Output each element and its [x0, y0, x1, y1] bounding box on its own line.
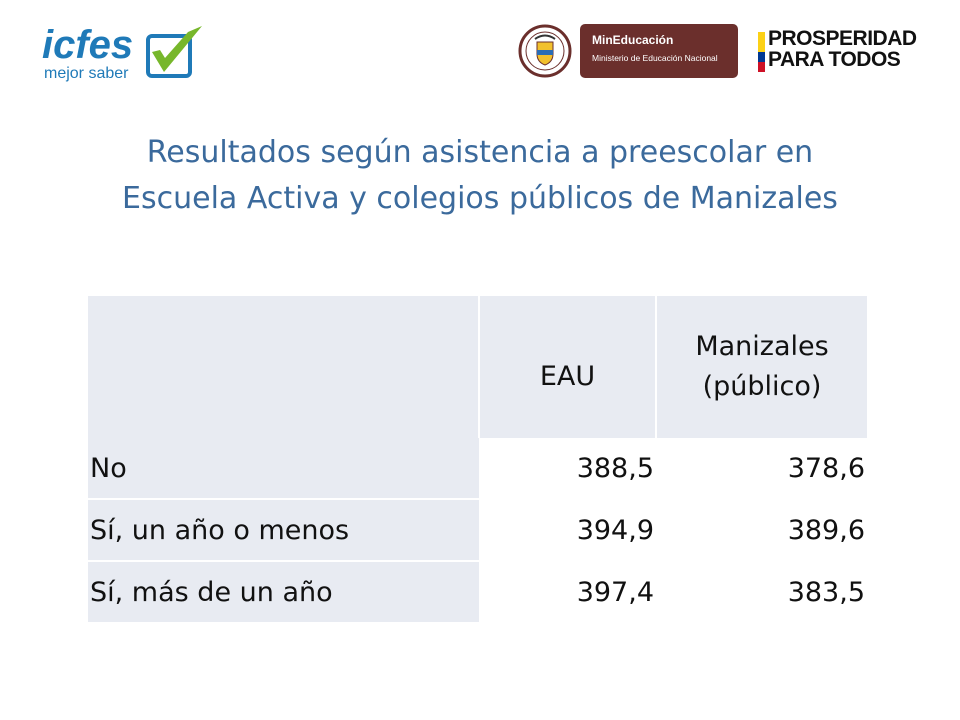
title-line-1: Resultados según asistencia a preescolar… — [146, 135, 814, 170]
prosperidad-line1: PROSPERIDAD — [768, 27, 917, 50]
mineducacion-logo: MinEducación Ministerio de Educación Nac… — [580, 24, 738, 78]
table-header-row: EAU Manizales (público) — [88, 296, 867, 438]
cell-manizales: 383,5 — [787, 576, 865, 608]
icfes-checkmark-icon — [152, 26, 202, 72]
header-empty-cell — [88, 296, 480, 438]
cell-eau: 394,9 — [576, 514, 654, 546]
slide-title: Resultados según asistencia a preescolar… — [0, 130, 960, 222]
cell-eau: 388,5 — [576, 453, 654, 484]
cell-eau: 397,4 — [576, 576, 654, 608]
mineducacion-subtitle: Ministerio de Educación Nacional — [592, 53, 718, 63]
results-table: EAU Manizales (público) No 388,5 378,6 S… — [88, 296, 867, 624]
icfes-checkbox-icon — [146, 34, 192, 78]
table-row: Sí, más de un año 397,4 383,5 — [88, 561, 867, 624]
row-label: No — [88, 438, 479, 500]
title-line-2: Escuela Activa y colegios públicos de Ma… — [122, 181, 838, 216]
icfes-logo-name: icfes — [42, 23, 133, 67]
prosperidad-line2: PARA TODOS — [768, 48, 901, 71]
row-label: Sí, más de un año — [88, 561, 479, 624]
header-manizales-line2: (público) — [702, 371, 822, 402]
table-row: Sí, un año o menos 394,9 389,6 — [88, 499, 867, 562]
icfes-logo-tagline: mejor saber — [44, 65, 129, 82]
mineducacion-title: MinEducación — [592, 33, 674, 47]
header-eau: EAU — [479, 296, 657, 438]
colombia-coat-of-arms-logo — [518, 24, 572, 78]
row-label: Sí, un año o menos — [88, 499, 479, 562]
table-row: No 388,5 378,6 — [88, 438, 867, 500]
header-manizales: Manizales (público) — [656, 296, 867, 438]
icfes-logo: icfes mejor saber — [40, 22, 210, 84]
colombia-flag-icon — [758, 32, 765, 72]
header-manizales-line1: Manizales — [695, 331, 829, 362]
cell-manizales: 378,6 — [787, 453, 865, 484]
prosperidad-logo: PROSPERIDAD PARA TODOS — [758, 28, 938, 76]
cell-manizales: 389,6 — [787, 514, 865, 546]
